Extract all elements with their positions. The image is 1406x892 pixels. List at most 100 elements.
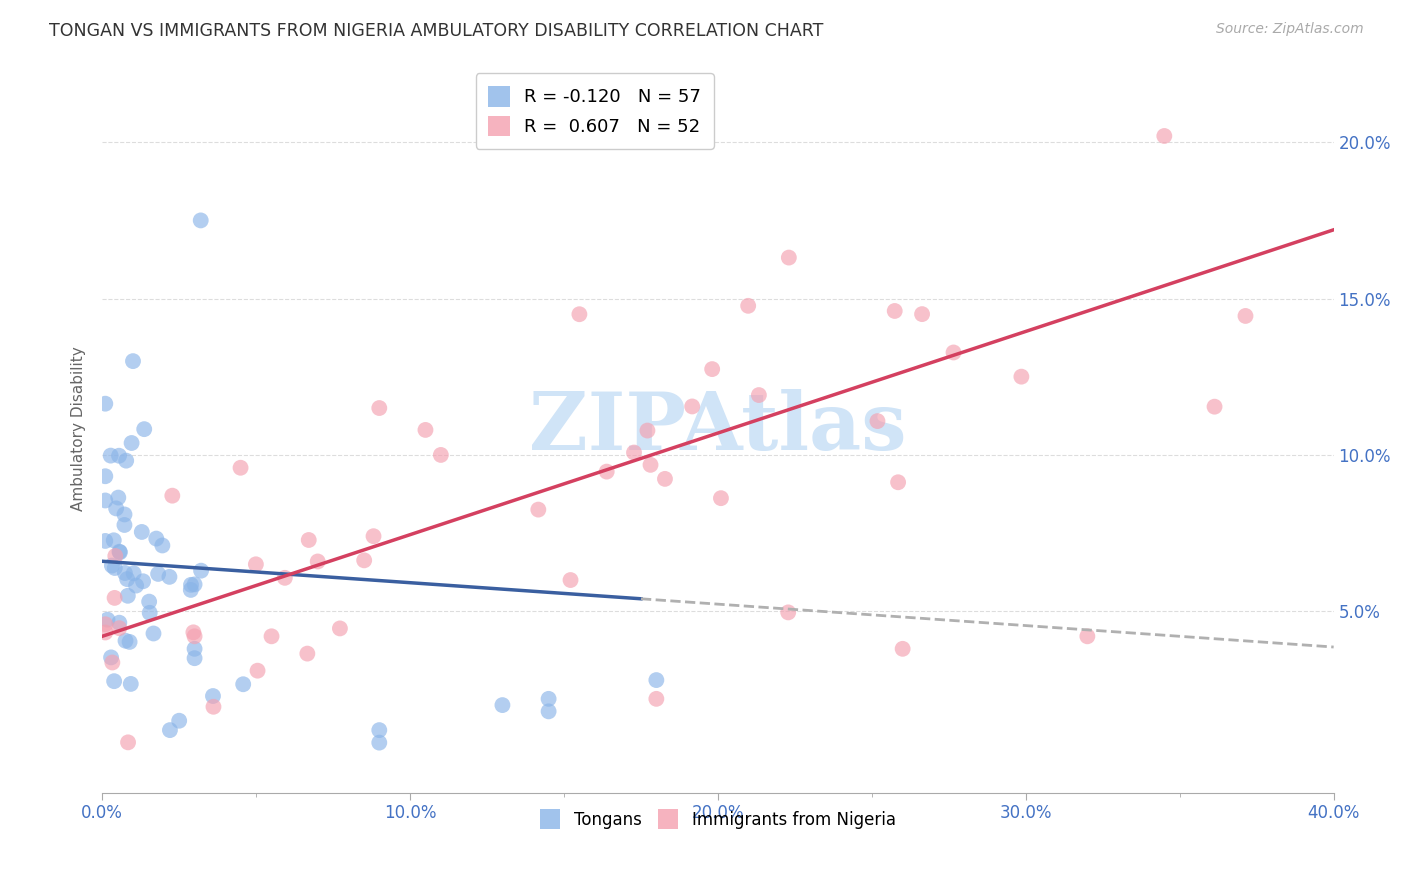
Point [911,307,934,321]
Point [681,400,703,414]
Point [120,677,142,691]
Point [108,545,131,559]
Point [297,647,319,661]
Point [180,578,202,592]
Point [1204,400,1226,414]
Point [560,573,582,587]
Point [108,545,131,559]
Point [180,582,202,597]
Point [162,489,184,503]
Point [245,558,267,572]
Point [118,635,141,649]
Point [201,689,224,703]
Point [527,502,550,516]
Point [159,570,181,584]
Point [623,445,645,459]
Y-axis label: Ambulatory Disability: Ambulatory Disability [72,346,86,511]
Point [138,594,160,608]
Point [363,529,385,543]
Point [104,549,127,563]
Point [122,354,145,368]
Point [183,625,205,640]
Point [115,453,138,467]
Point [146,566,169,581]
Point [115,572,138,586]
Point [105,501,128,516]
Point [274,571,297,585]
Point [183,577,205,591]
Point [702,362,724,376]
Point [142,626,165,640]
Point [654,472,676,486]
Point [108,449,131,463]
Point [645,673,668,687]
Point [100,449,122,463]
Point [748,388,770,402]
Point [415,423,437,437]
Point [232,677,254,691]
Point [134,422,156,436]
Point [138,606,160,620]
Point [368,401,391,415]
Point [183,651,205,665]
Point [866,414,889,428]
Point [737,299,759,313]
Point [100,650,122,665]
Point [368,723,391,738]
Point [94,617,117,632]
Point [122,566,145,581]
Point [307,554,329,568]
Point [131,524,153,539]
Point [430,448,453,462]
Point [103,533,125,548]
Point [887,475,910,490]
Point [183,641,205,656]
Point [1010,369,1032,384]
Point [117,589,139,603]
Point [710,491,733,505]
Point [202,699,225,714]
Point [108,615,131,630]
Point [94,625,117,640]
Point [145,532,167,546]
Text: TONGAN VS IMMIGRANTS FROM NIGERIA AMBULATORY DISABILITY CORRELATION CHART: TONGAN VS IMMIGRANTS FROM NIGERIA AMBULA… [49,22,824,40]
Point [101,656,124,670]
Point [101,558,124,573]
Point [96,613,118,627]
Point [568,307,591,321]
Point [114,508,136,522]
Point [260,629,283,643]
Point [108,621,131,635]
Point [114,633,136,648]
Point [353,553,375,567]
Point [94,493,117,508]
Point [1076,629,1098,643]
Point [159,723,181,738]
Point [125,578,148,592]
Point [246,664,269,678]
Point [491,698,513,712]
Point [183,629,205,643]
Point [117,735,139,749]
Point [94,397,117,411]
Text: Source: ZipAtlas.com: Source: ZipAtlas.com [1216,22,1364,37]
Point [883,304,905,318]
Point [1234,309,1257,323]
Point [121,436,143,450]
Point [132,574,155,589]
Point [104,591,127,605]
Point [537,691,560,706]
Point [778,251,800,265]
Point [942,345,965,359]
Point [190,213,212,227]
Point [636,424,658,438]
Point [103,674,125,689]
Point [104,561,127,575]
Point [114,566,136,580]
Point [329,622,352,636]
Point [190,564,212,578]
Point [645,691,668,706]
Point [891,641,914,656]
Point [298,533,321,547]
Point [1153,128,1175,143]
